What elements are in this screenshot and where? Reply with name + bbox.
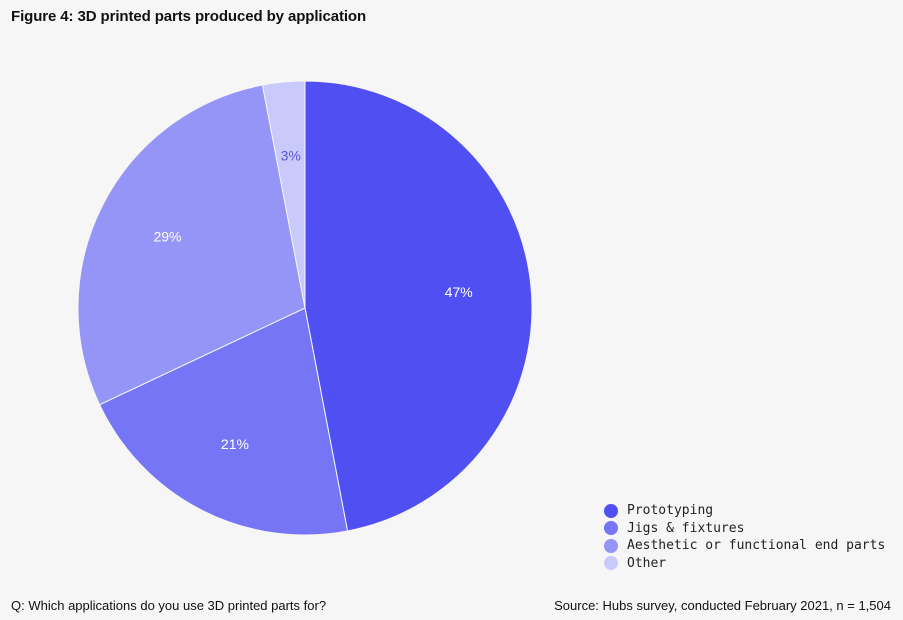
legend-swatch <box>604 503 618 518</box>
legend-item: Prototyping <box>604 502 885 520</box>
label-prototyping: 47% <box>445 284 473 300</box>
legend-swatch <box>604 538 618 553</box>
survey-question: Q: Which applications do you use 3D prin… <box>11 598 327 613</box>
legend-label: Prototyping <box>627 503 714 519</box>
label-other: 3% <box>281 147 301 163</box>
legend-label: Aesthetic or functional end parts <box>627 538 886 554</box>
slice-end-parts <box>77 84 306 406</box>
legend-label: Jigs & fixtures <box>627 520 745 536</box>
chart-legend: Prototyping Jigs & fixtures Aesthetic or… <box>604 502 885 572</box>
legend-item: Other <box>604 555 885 573</box>
label-end-parts: 29% <box>153 229 181 245</box>
legend-item: Aesthetic or functional end parts <box>604 537 885 555</box>
source-note: Source: Hubs survey, conducted February … <box>554 598 891 613</box>
legend-label: Other <box>627 555 667 571</box>
slice-jigs-fixtures <box>98 307 349 536</box>
slice-prototyping <box>304 80 533 532</box>
legend-item: Jigs & fixtures <box>604 520 885 538</box>
legend-swatch <box>604 556 618 571</box>
legend-swatch <box>604 521 618 536</box>
slice-other <box>261 80 306 309</box>
chart-title: Figure 4: 3D printed parts produced by a… <box>11 8 367 25</box>
label-jigs-fixtures: 21% <box>221 436 249 452</box>
